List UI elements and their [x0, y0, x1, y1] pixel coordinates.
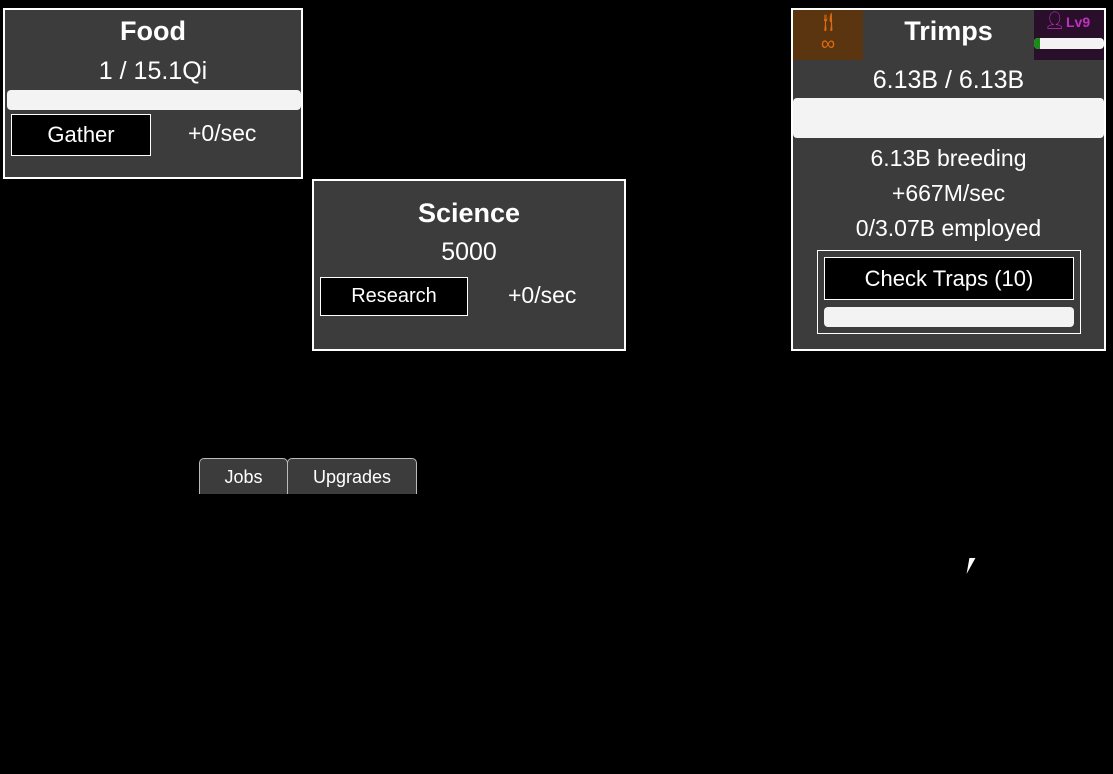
- trimps-progress-bar: [793, 98, 1104, 138]
- science-amount: 5000: [441, 238, 497, 266]
- trimps-amount: 6.13B / 6.13B: [872, 66, 1025, 94]
- check-traps-button[interactable]: Check Traps (10): [824, 257, 1074, 300]
- science-title: Science: [417, 198, 521, 228]
- food-title: Food: [120, 16, 186, 46]
- food-panel: Food 1 / 15.1Qi Gather +0/sec: [3, 8, 303, 179]
- trimps-title: Trimps: [904, 16, 993, 46]
- tab-jobs[interactable]: Jobs: [199, 458, 288, 494]
- tab-upgrades[interactable]: Upgrades: [287, 458, 417, 494]
- mouse-cursor-icon: [966, 558, 982, 574]
- research-button[interactable]: Research: [320, 277, 468, 316]
- food-stance-icon[interactable]: 🍴︎ ∞: [793, 10, 863, 60]
- trimps-employed: 0/3.07B employed: [855, 215, 1042, 241]
- utensils-icon: 🍴︎: [816, 12, 840, 32]
- infinity-icon: ∞: [820, 33, 836, 55]
- traps-container: Check Traps (10): [817, 250, 1081, 334]
- level-badge[interactable]: 👤︎ Lv9: [1034, 10, 1104, 60]
- trimps-panel: 🍴︎ ∞ Trimps 👤︎ Lv9 6.13B / 6.13B 6.13B b…: [791, 8, 1106, 351]
- food-progress-bar: [7, 90, 301, 110]
- food-rate: +0/sec: [188, 120, 257, 146]
- gather-button[interactable]: Gather: [11, 114, 151, 156]
- trimps-breeding: 6.13B breeding: [870, 145, 1027, 171]
- food-amount: 1 / 15.1Qi: [98, 57, 208, 85]
- level-label: Lv9: [1066, 14, 1091, 30]
- science-panel: Science 5000 Research +0/sec: [312, 179, 626, 351]
- level-progress-bar: [1034, 38, 1104, 49]
- trimps-rate: +667M/sec: [891, 180, 1006, 206]
- traps-progress-bar: [824, 307, 1074, 327]
- user-icon: 👤︎: [1044, 11, 1066, 30]
- science-rate: +0/sec: [508, 282, 577, 308]
